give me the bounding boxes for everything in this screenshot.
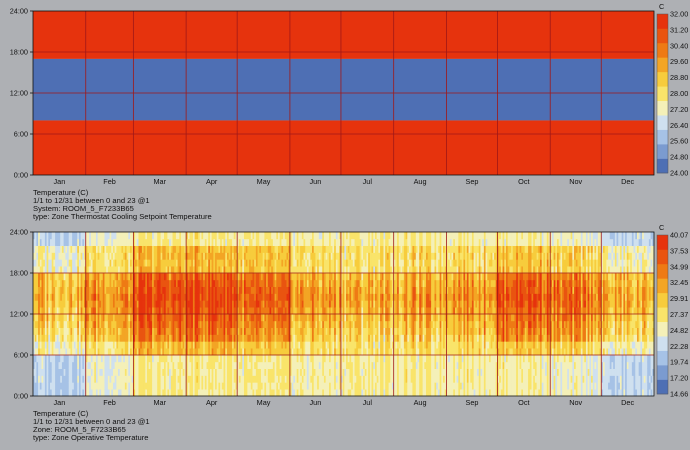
colorbar-1-label: 28.00: [670, 89, 688, 98]
colorbar-1-label: 32.00: [670, 10, 688, 19]
colorbar-1-label: 24.80: [670, 153, 688, 162]
colorbar-1-label: 29.60: [670, 57, 688, 66]
heatmap-1-band-1: [33, 120, 654, 175]
heatmap-1-x-tick-label: Mar: [153, 177, 166, 186]
heatmap-1-x-tick-label: Nov: [569, 177, 582, 186]
colorbar-1-swatch: [657, 86, 668, 101]
colorbar-1-swatch: [657, 14, 668, 29]
heatmap-1-y-tick-label: 6:00: [14, 130, 28, 139]
heatmap-1-x-tick-label: Aug: [414, 177, 427, 186]
colorbar-1-swatch: [657, 28, 668, 43]
heatmap-1-x-tick-label: Jan: [53, 177, 65, 186]
colorbar-1-swatch: [657, 43, 668, 58]
heatmap-2: [30, 232, 668, 396]
colorbar-1-label: 27.20: [670, 105, 688, 114]
colorbar-1-label: 24.00: [670, 169, 688, 178]
heatmap-1: [30, 11, 668, 175]
colorbar-1-label: 26.40: [670, 121, 688, 130]
colorbar-1-label: 25.60: [670, 137, 688, 146]
colorbar-1-swatch: [657, 130, 668, 145]
colorbar-1-swatch: [657, 115, 668, 130]
colorbar-1-label: 31.20: [670, 25, 688, 34]
colorbar-1-unit: C: [659, 2, 664, 11]
heatmap-1-x-tick-label: Apr: [206, 177, 218, 186]
heatmap-1-y-tick-label: 0:00: [14, 171, 28, 180]
heatmap-1-x-tick-label: Jun: [310, 177, 322, 186]
colorbar-1-label: 30.40: [670, 41, 688, 50]
heatmap-1-x-tick-label: Dec: [621, 177, 634, 186]
heatmap-1-y-tick-label: 18:00: [10, 48, 28, 57]
heatmap-1-x-tick-label: Sep: [465, 177, 478, 186]
colorbar-1-swatch: [657, 72, 668, 87]
heatmap-1-y-tick-label: 12:00: [10, 89, 28, 98]
heatmap-1-y-tick-label: 24:00: [10, 7, 28, 16]
heatmap-1-x-tick-label: Oct: [518, 177, 529, 186]
colorbar-1-swatch: [657, 144, 668, 159]
heatmap-1-x-tick-label: Feb: [103, 177, 116, 186]
colorbar-1-swatch: [657, 101, 668, 116]
heatmap-1-x-tick-label: Jul: [363, 177, 373, 186]
colorbar-1-swatch: [657, 57, 668, 72]
heatmap-1-x-tick-label: May: [257, 177, 271, 186]
heatmap-1-band-2: [33, 59, 654, 120]
colorbar-1-swatch: [657, 159, 668, 174]
colorbar-1-label: 28.80: [670, 73, 688, 82]
